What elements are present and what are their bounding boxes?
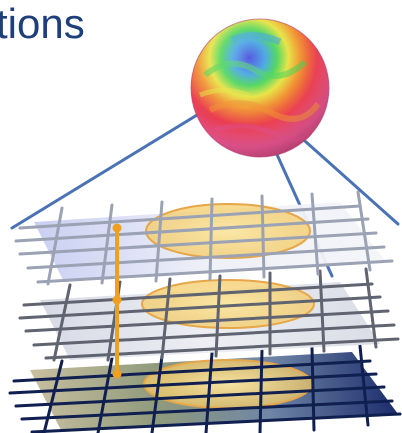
column-connector [112, 223, 122, 379]
connector-node-bottom [112, 369, 122, 379]
top-grid-layer [14, 190, 394, 286]
connector-node-middle [112, 295, 122, 305]
slide-title-fragment: tions [0, 0, 85, 47]
bottom-grid-layer [8, 344, 402, 433]
connector-node-top [112, 223, 122, 233]
globe-icon [190, 18, 330, 158]
middle-grid-layer [18, 267, 400, 362]
